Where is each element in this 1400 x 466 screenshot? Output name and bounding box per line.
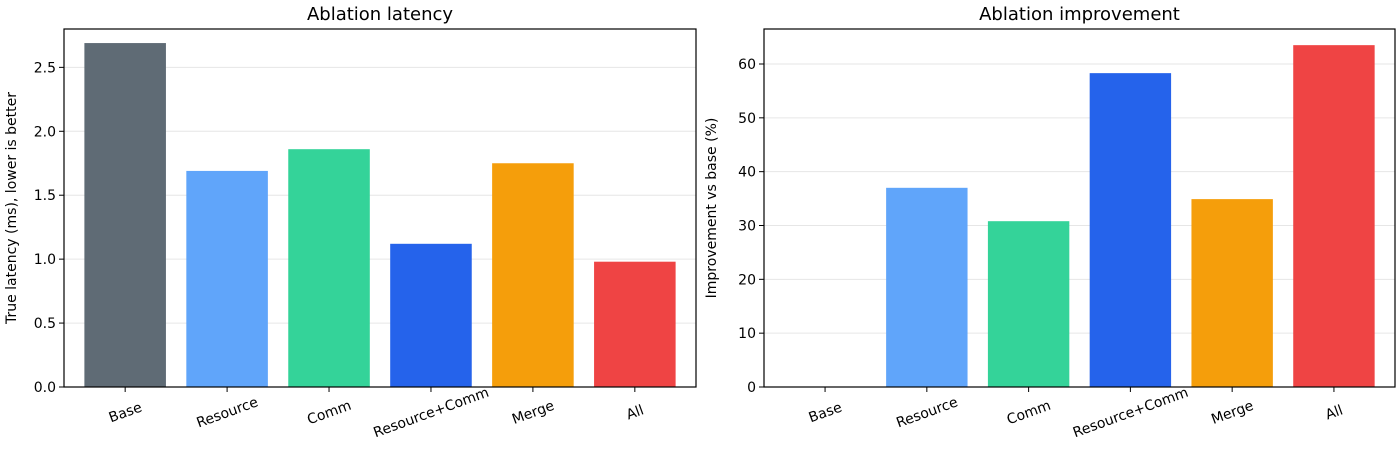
chart-title: Ablation improvement [979, 4, 1180, 25]
chart-panel-2: 0 10 20 30 40 50 60 Base Resource Comm Resource+Co… [704, 4, 1396, 442]
y-tick-label: 0.0 [34, 380, 56, 396]
bar-resource-comm [1089, 73, 1172, 388]
bar-merge [492, 163, 574, 387]
bar-merge [1191, 199, 1273, 387]
bar-all [594, 261, 676, 387]
x-tick-label: Comm [1005, 398, 1053, 429]
chart-panel-1: 0.0 0.5 1.0 1.5 2.0 2.5 Base Resource Comm Resour… [4, 4, 697, 442]
x-tick-label: Base [107, 400, 145, 427]
y-tick-label: 0 [747, 380, 756, 396]
bar-resource [186, 170, 268, 387]
x-tick-label: Merge [510, 398, 557, 428]
y-tick-label: 30 [738, 218, 756, 234]
y-tick-label: 10 [738, 326, 756, 342]
bar-all [1293, 45, 1375, 387]
y-tick-label: 50 [738, 111, 756, 127]
x-tick-label: All [1323, 402, 1345, 423]
bar-resource-comm [390, 243, 472, 387]
x-tick-label: Base [807, 400, 845, 427]
x-tick-label: Merge [1209, 398, 1256, 428]
x-tick-label: Resource+Comm [371, 385, 491, 442]
bar-resource [886, 187, 968, 387]
bar-comm [987, 221, 1070, 387]
x-tick-label: Resource [894, 394, 960, 431]
y-tick-label: 40 [738, 165, 756, 181]
y-tick-label: 1.0 [34, 252, 56, 268]
y-tick-label: 2.5 [34, 60, 56, 76]
x-tick-label: Resource [195, 394, 261, 431]
x-tick-label: All [624, 402, 646, 423]
y-tick-label: 20 [738, 272, 756, 288]
y-axis-label: Improvement vs base (%) [704, 118, 720, 299]
y-tick-label: 2.0 [34, 124, 56, 140]
y-tick-label: 0.5 [34, 316, 56, 332]
x-tick-label: Comm [305, 398, 353, 429]
y-tick-label: 1.5 [34, 188, 56, 204]
plot-frame [763, 28, 1396, 388]
plot-frame [63, 28, 697, 388]
y-axis-label: True latency (ms), lower is better [4, 92, 20, 325]
bar-base [84, 43, 166, 388]
x-tick-label: Resource+Comm [1071, 385, 1191, 442]
bar-comm [288, 149, 370, 387]
y-tick-label: 60 [738, 57, 756, 73]
chart-title: Ablation latency [307, 4, 453, 25]
